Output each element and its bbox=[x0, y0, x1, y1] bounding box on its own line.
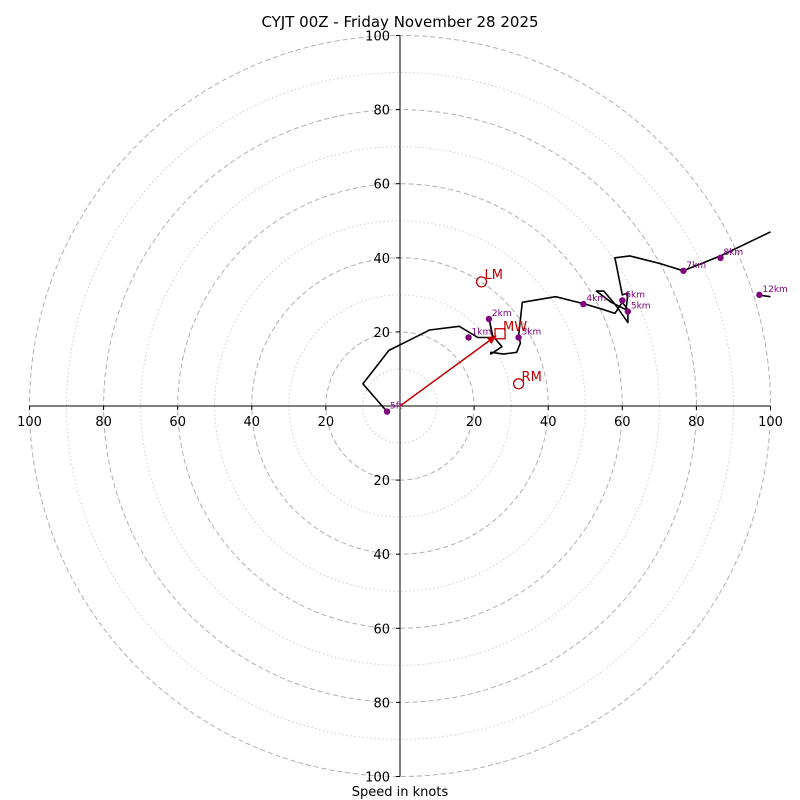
y-tick-label: 60 bbox=[373, 178, 390, 193]
height-marker-7km bbox=[680, 267, 687, 274]
chart-title: CYJT 00Z - Friday November 28 2025 bbox=[261, 13, 538, 31]
rm-label: RM bbox=[522, 370, 542, 385]
lm-marker bbox=[475, 276, 488, 288]
y-tick-label: 60 bbox=[373, 622, 390, 637]
y-tick-label: 100 bbox=[365, 30, 390, 45]
x-tick-label: 60 bbox=[614, 415, 631, 430]
height-marker-2km bbox=[485, 315, 493, 323]
height-label-12km: 12km bbox=[762, 285, 787, 295]
height-label-3km: 3km bbox=[522, 327, 542, 337]
x-tick-label: 100 bbox=[758, 415, 783, 430]
y-tick-label: 40 bbox=[373, 252, 390, 267]
mean-wind-arrowhead bbox=[486, 335, 497, 345]
x-tick-label: 20 bbox=[466, 415, 483, 430]
y-tick-label: 80 bbox=[373, 696, 390, 711]
height-label-8km: 8km bbox=[723, 248, 743, 258]
x-tick-label: 80 bbox=[688, 415, 705, 430]
x-tick-label: 40 bbox=[540, 415, 557, 430]
height-label-1km: 1km bbox=[472, 327, 492, 337]
y-tick-label: 20 bbox=[373, 326, 390, 341]
height-marker-5km bbox=[624, 308, 632, 315]
height-marker-5ft bbox=[383, 408, 391, 415]
x-tick-label: 80 bbox=[95, 415, 112, 430]
x-tick-label: 60 bbox=[169, 415, 186, 430]
height-marker-8km bbox=[717, 254, 724, 261]
y-tick-label: 100 bbox=[365, 771, 390, 786]
height-marker-3km bbox=[515, 334, 522, 341]
mw-label: MW bbox=[503, 320, 527, 335]
height-label-5ft: 5ft bbox=[390, 402, 403, 412]
height-label-7km: 7km bbox=[686, 261, 706, 271]
tick-labels: 100 80 60 40 20 20 40 60 80 100 100 80 60 40 20 20 40 60 8… bbox=[17, 30, 783, 786]
height-label-5km: 5km bbox=[631, 302, 651, 312]
x-tick-label: 20 bbox=[318, 415, 335, 430]
height-label-2km: 2km bbox=[492, 309, 512, 319]
wind-trace-line bbox=[362, 231, 771, 413]
mean-wind-vector bbox=[399, 334, 497, 407]
height-marker-12km bbox=[756, 291, 763, 299]
height-label-6km: 6km bbox=[625, 290, 645, 300]
rm-marker bbox=[512, 378, 525, 390]
x-tick-label: 40 bbox=[244, 415, 261, 430]
x-tick-label: 100 bbox=[17, 415, 42, 430]
height-marker-4km bbox=[580, 300, 587, 308]
mw-marker bbox=[494, 328, 506, 340]
height-marker-6km bbox=[619, 297, 626, 304]
x-axis-label: Speed in knots bbox=[352, 785, 449, 800]
height-marker-1km bbox=[465, 334, 472, 341]
y-tick-label: 40 bbox=[373, 548, 390, 563]
y-tick-label: 80 bbox=[373, 104, 390, 119]
lm-label: LM bbox=[485, 268, 503, 283]
height-label-4km: 4km bbox=[586, 294, 606, 304]
y-tick-label: 20 bbox=[373, 474, 390, 489]
storm-motion-markers: LM MW RM bbox=[399, 268, 542, 407]
